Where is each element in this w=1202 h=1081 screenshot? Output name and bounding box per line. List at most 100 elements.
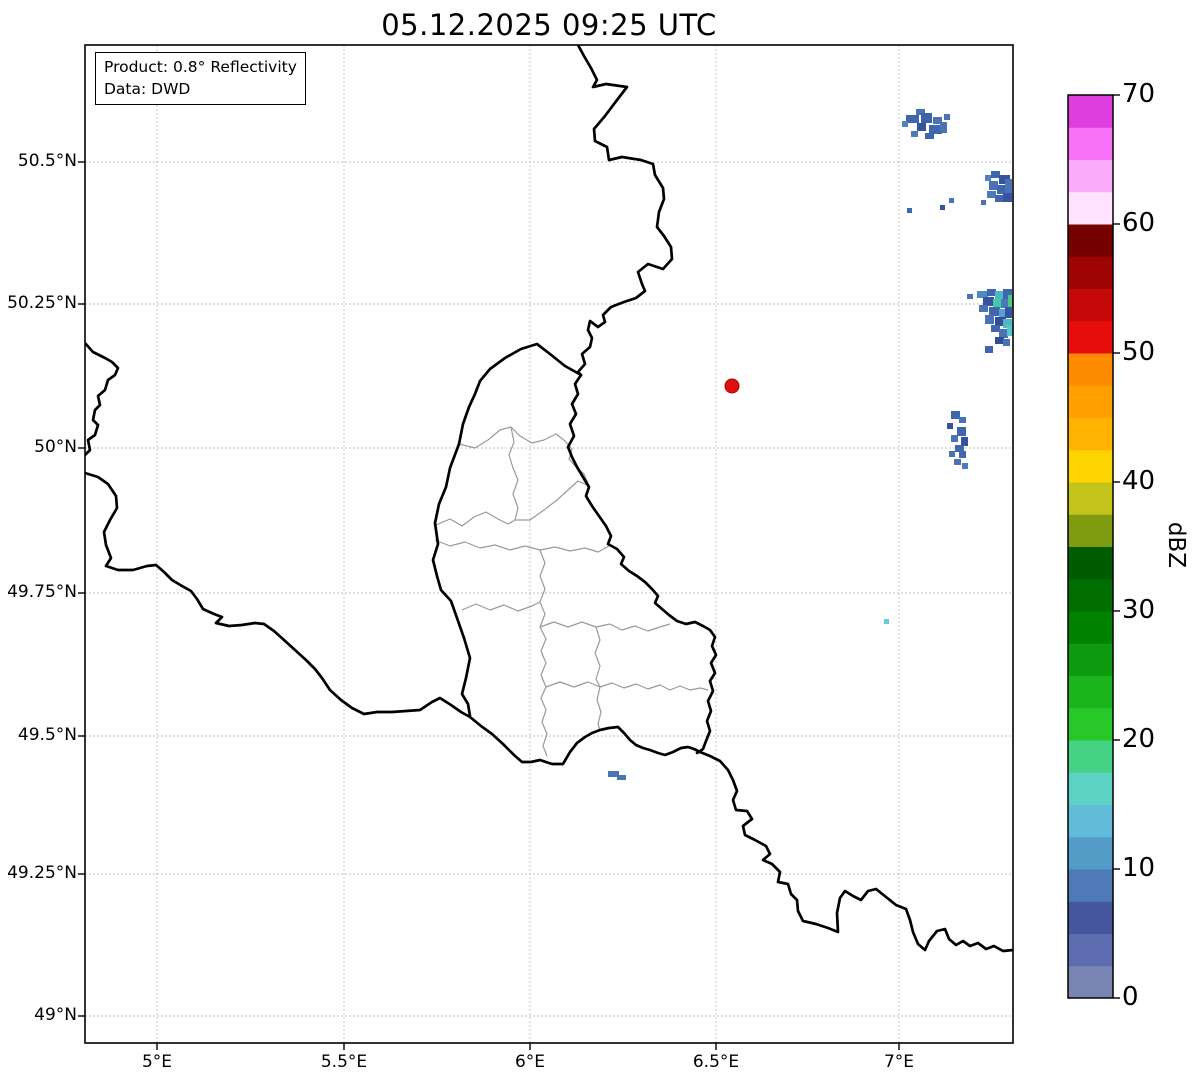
district-border-line [539, 549, 548, 757]
radar-echo-cell [929, 125, 942, 134]
colorbar-band [1068, 224, 1113, 257]
radar-echo-cell [944, 114, 950, 120]
colorbar-tick-label: 40 [1122, 466, 1156, 496]
colorbar-tick-label: 0 [1122, 982, 1139, 1012]
colorbar-tick-label: 30 [1122, 595, 1156, 625]
page-title: 05.12.2025 09:25 UTC [381, 8, 717, 42]
product-info-box: Product: 0.8° Reflectivity Data: DWD [95, 52, 306, 105]
radar-echo-cell [906, 115, 919, 123]
colorbar-band [1068, 707, 1113, 741]
radar-echo-cell [955, 445, 964, 452]
country-border-line [576, 45, 674, 377]
radar-echo-cell [933, 117, 942, 124]
radar-echo-cell [954, 459, 961, 465]
colorbar-band [1068, 804, 1113, 838]
radar-echo-cell [1007, 325, 1013, 336]
y-tick-label: 50.25°N [7, 293, 77, 313]
district-border-line [545, 681, 709, 691]
colorbar-tick-label: 70 [1122, 79, 1156, 109]
radar-site-marker [724, 378, 740, 394]
radar-echo-cell [967, 294, 973, 299]
radar-echo-cell [991, 171, 1000, 178]
y-tick-label: 49.5°N [17, 725, 77, 745]
radar-echo-cell [987, 191, 996, 198]
radar-echo-cell [999, 175, 1010, 184]
colorbar-band [1068, 772, 1113, 805]
x-tick-label: 5°E [141, 1052, 173, 1072]
country-border-line [698, 750, 1013, 953]
y-tick-label: 49°N [34, 1005, 77, 1025]
radar-echo-cell [1005, 179, 1012, 194]
radar-echo-cell [1003, 193, 1012, 202]
colorbar-band [1068, 643, 1113, 676]
radar-echo-cell [989, 181, 998, 190]
colorbar-axis-label: dBZ [1163, 521, 1189, 569]
district-border-line [434, 539, 610, 553]
radar-echo-cell [902, 121, 908, 127]
colorbar-band [1068, 482, 1113, 515]
colorbar-tick-label: 20 [1122, 724, 1156, 754]
radar-echo-cell [995, 291, 1006, 300]
radar-echo-cell [951, 435, 958, 442]
map-frame [84, 44, 1014, 1044]
colorbar-band [1068, 836, 1113, 870]
radar-echo-cell [979, 305, 988, 312]
radar-echo-cell [949, 451, 955, 457]
radar-echo-cell [1003, 339, 1010, 346]
radar-echo-cell [1005, 307, 1012, 318]
radar-echo-cell [1003, 319, 1012, 328]
radar-echo-cell [940, 122, 947, 133]
x-tick-label: 5.5°E [320, 1052, 368, 1072]
radar-echo-cell [997, 185, 1010, 194]
radar-echo-cell [999, 329, 1008, 338]
colorbar-band [1068, 191, 1113, 225]
radar-echo-cell [995, 337, 1004, 344]
district-border-line [435, 511, 516, 527]
colorbar-band [1068, 869, 1113, 902]
colorbar-band [1068, 740, 1113, 773]
colorbar-band [1068, 288, 1113, 322]
colorbar-band [1068, 256, 1113, 289]
y-tick-label: 49.75°N [7, 582, 77, 602]
data-source-label: Data: DWD [104, 80, 191, 98]
colorbar-tick-label: 10 [1122, 853, 1156, 883]
radar-echo-cell [940, 205, 945, 210]
radar-echo-cell [959, 417, 966, 423]
radar-echo-cell [961, 437, 968, 446]
colorbar-outline [1067, 94, 1114, 999]
y-tick-label: 50.5°N [17, 151, 77, 171]
colorbar-tick-label: 50 [1122, 337, 1156, 367]
country-border-line [85, 341, 120, 457]
colorbar-band [1068, 965, 1113, 999]
radar-echo-cell [1001, 299, 1012, 308]
country-border-line [85, 471, 702, 766]
radar-echo-cell [989, 307, 1000, 316]
colorbar-band [1068, 449, 1113, 483]
radar-echo-cell [608, 771, 619, 777]
radar-echo-cell [993, 299, 1002, 308]
colorbar-band [1068, 159, 1113, 193]
district-border-line [508, 426, 519, 521]
colorbar-band [1068, 353, 1113, 386]
x-tick-label: 6°E [514, 1052, 546, 1072]
district-border-line [461, 601, 541, 612]
colorbar-tick-label: 60 [1122, 208, 1156, 238]
colorbar-band [1068, 933, 1113, 967]
radar-echo-cell [977, 291, 988, 298]
radar-echo-cell [981, 200, 986, 205]
colorbar-band [1068, 417, 1113, 451]
district-border-line [594, 626, 602, 731]
radar-echo-cell [911, 131, 918, 137]
radar-echo-cell [907, 208, 912, 213]
radar-echo-cell [916, 109, 925, 115]
radar-echo-cell [995, 195, 1006, 202]
product-label: Product: 0.8° Reflectivity [104, 58, 297, 76]
radar-echo-cell [987, 289, 996, 296]
country-border-line [431, 342, 583, 718]
radar-echo-cell [985, 346, 993, 353]
colorbar-band [1068, 127, 1113, 160]
colorbar-band [1068, 95, 1113, 128]
radar-echo-cell [949, 198, 954, 203]
